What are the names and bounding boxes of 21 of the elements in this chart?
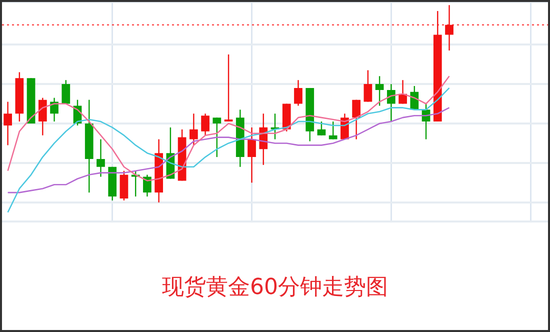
candlestick [294, 79, 302, 106]
candlestick [120, 170, 128, 202]
candlestick [364, 70, 372, 102]
text: 现货黄金60分钟走势图 [161, 274, 389, 302]
candlestick [445, 4, 454, 52]
candlestick [386, 83, 396, 122]
candlestick [375, 76, 384, 106]
candlestick [224, 54, 233, 122]
candlestick [62, 79, 70, 104]
candlestick [328, 120, 338, 140]
candlestick [201, 113, 210, 136]
candlestick [248, 126, 256, 184]
candlestick [143, 174, 152, 198]
candlestick [398, 79, 407, 104]
candlestick [352, 99, 360, 140]
candlestick [4, 101, 12, 146]
candlestick [317, 120, 326, 136]
candlestick [96, 138, 105, 178]
candlestick [38, 97, 47, 136]
candlestick [190, 113, 198, 146]
candlestick [212, 116, 222, 158]
